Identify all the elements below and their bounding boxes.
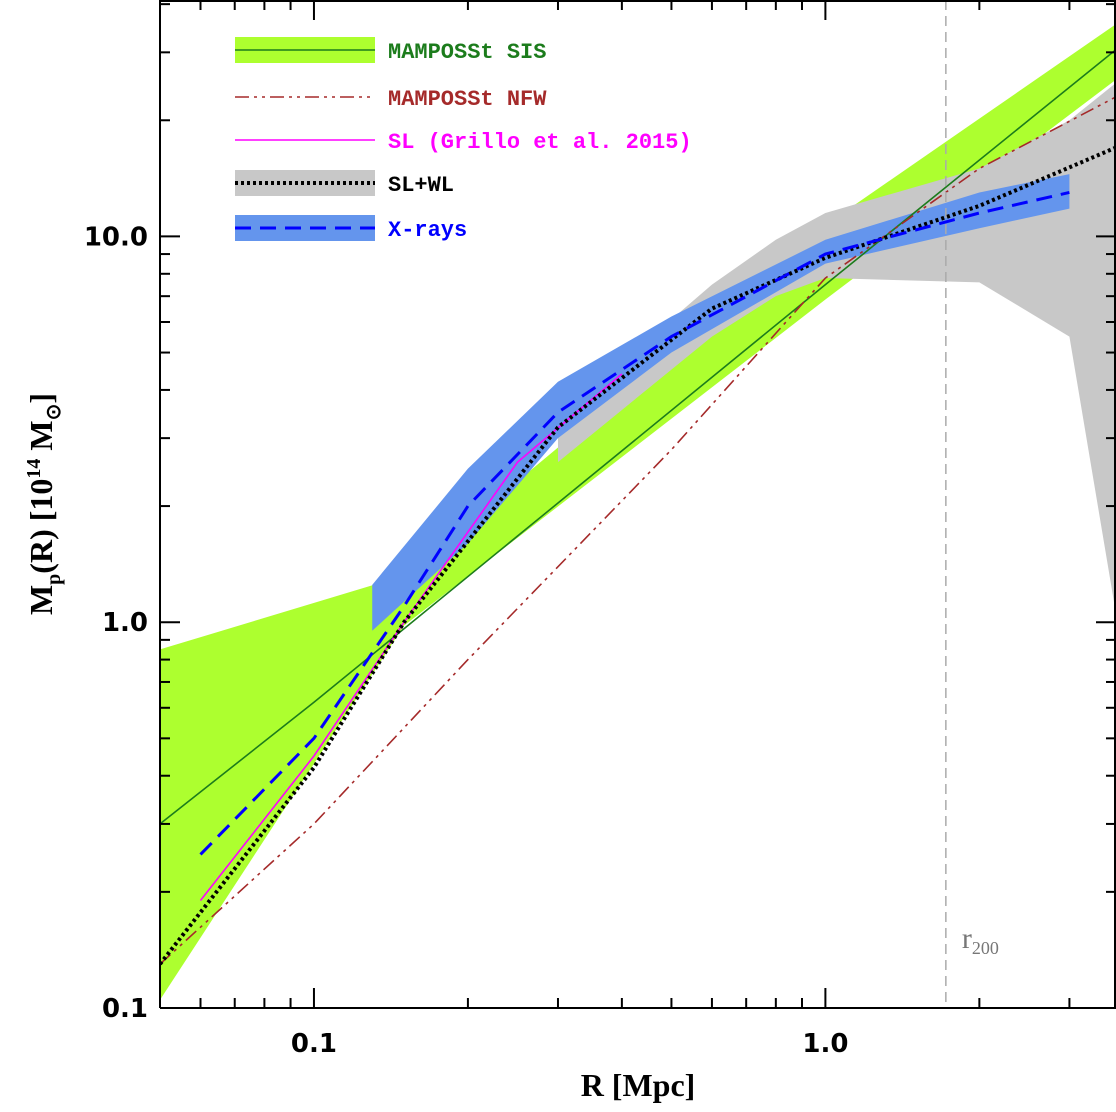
y-axis-label-part: (R) [10 [23,479,59,574]
y-tick-label: 1.0 [102,608,148,638]
y-axis-label-part: p [43,574,65,585]
reference-label: r200 [962,922,999,958]
legend-label: SL (Grillo et al. 2015) [388,130,692,155]
reference-label-main: r [962,922,972,955]
y-axis-label-part: 14 [23,459,45,479]
y-axis-label-part: ⊙ [43,404,65,421]
y-axis-label: Mp(R) [1014 M⊙] [23,393,65,615]
x-tick-label: 1.0 [802,1029,848,1059]
x-axis-label: R [Mpc] [581,1067,696,1103]
series-layer [160,24,1116,1000]
y-axis-label-part: M [23,585,59,615]
y-axis-label-part: ] [23,393,59,404]
y-tick-label: 10.0 [84,222,148,252]
error-band [160,24,1116,1000]
legend-swatch [235,215,375,241]
series-line [199,190,1070,856]
error-band [372,174,1070,631]
y-axis-label-part: M [23,420,59,458]
legend-label: SL+WL [388,173,454,198]
legend-label: MAMPOSSt NFW [388,87,547,112]
series-line [160,48,1116,825]
x-tick-label: 0.1 [291,1029,337,1059]
legend-label: X-rays [388,218,467,243]
legend: MAMPOSSt SIS MAMPOSSt NFW SL (Grillo et al… [235,37,692,243]
reference-label-sub: 200 [972,938,999,958]
legend-label: MAMPOSSt SIS [388,40,546,65]
y-tick-label: 0.1 [102,994,148,1024]
plot-area: r200 MAMPOSSt SIS MAMPOSSt NFW SL (Grillo e… [159,0,1116,1009]
series-line [160,145,1116,966]
